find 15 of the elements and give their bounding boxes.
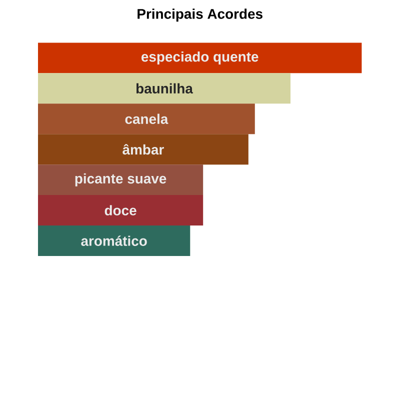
bar [38,134,248,165]
y-tick-label: especiado quente [141,51,258,64]
y-tick-label: canela [125,114,168,124]
y-tick-label: picante suave [75,173,166,186]
chart-title: Principais Acordes [138,8,262,22]
bar [38,226,190,256]
bar [38,104,255,134]
y-tick-label: baunilha [136,83,194,94]
y-tick-label: doce [104,205,136,216]
bar [38,42,362,74]
bar [38,73,290,104]
bar [38,195,204,226]
y-tick-label: âmbar [122,144,164,155]
bar [38,164,204,196]
y-tick-label: aromático [81,236,147,246]
